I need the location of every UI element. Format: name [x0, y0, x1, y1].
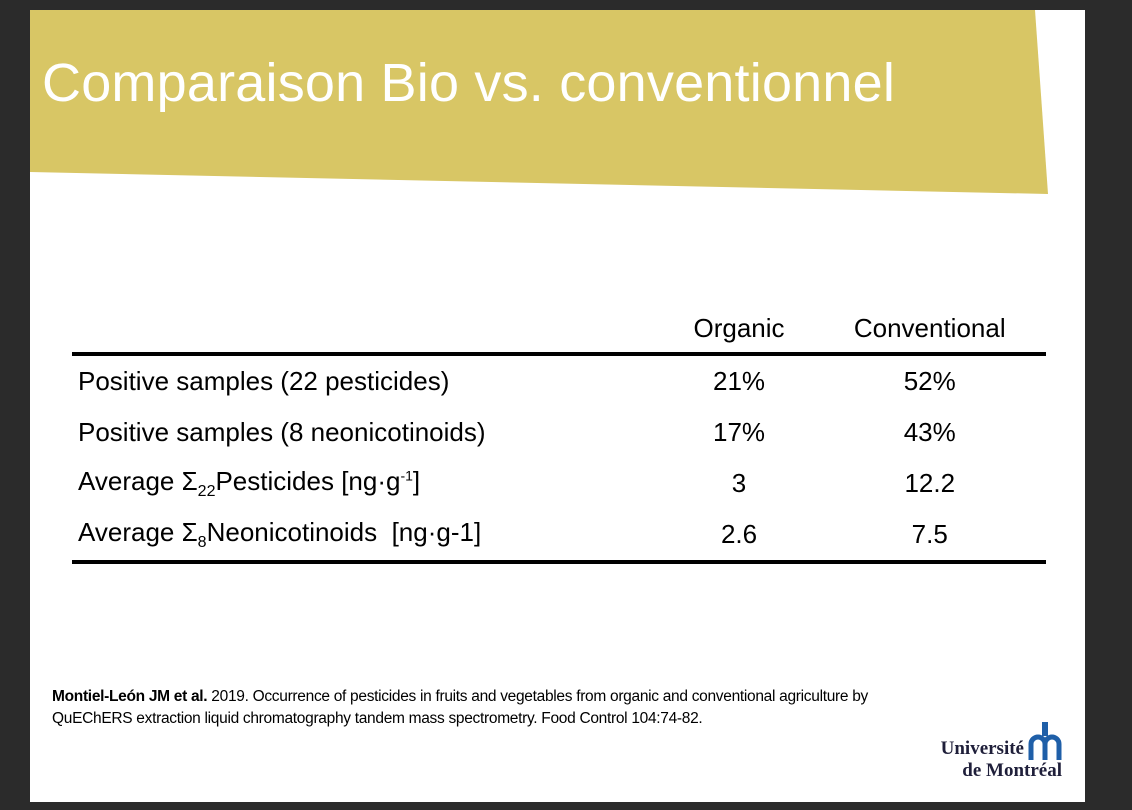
title-banner	[30, 10, 1048, 194]
conventional-value: 43%	[903, 417, 956, 447]
conventional-value: 7.5	[911, 519, 948, 549]
row-label-subscript: 22	[197, 483, 216, 501]
citation-text: 2019. Occurrence of pesticides in fruits…	[52, 688, 868, 727]
comparison-table: Organic Conventional Positive samples (2…	[72, 304, 1046, 564]
table-row: Positive samples (22 pesticides) 21% 52%	[72, 354, 1046, 407]
row-label: Average Σ8Neonicotinoids [ng·g-1]	[78, 516, 482, 552]
header-empty	[72, 304, 665, 354]
organic-value: 2.6	[720, 519, 758, 549]
conventional-value: 12.2	[904, 468, 956, 498]
logo-text-line1: Université	[940, 738, 1024, 759]
organic-value: 3	[731, 468, 747, 498]
university-logo: Université de Montréal	[898, 720, 1068, 790]
title-banner-shape	[30, 10, 1048, 194]
slide-title: Comparaison Bio vs. conventionnel	[42, 53, 896, 113]
conventional-value: 52%	[903, 366, 956, 396]
table-row: Average Σ22Pesticides [ng·g-1] 3 12.2	[72, 458, 1046, 509]
citation: Montiel-León JM et al. 2019. Occurrence …	[52, 686, 912, 730]
table-row: Average Σ8Neonicotinoids [ng·g-1] 2.6 7.…	[72, 509, 1046, 562]
table-header-row: Organic Conventional	[72, 304, 1046, 354]
udem-logo-icon	[1028, 722, 1062, 760]
organic-value: 17%	[713, 417, 766, 447]
citation-authors: Montiel-León JM et al.	[52, 688, 208, 705]
row-label: Positive samples (22 pesticides)	[78, 366, 450, 396]
logo-text-line2: de Montréal	[962, 760, 1062, 781]
row-label: Average Σ22Pesticides [ng·g-1]	[78, 465, 421, 501]
header-organic: Organic	[693, 313, 785, 343]
row-label-superscript: -1	[400, 467, 413, 484]
row-label: Positive samples (8 neonicotinoids)	[78, 417, 486, 447]
organic-value: 21%	[713, 366, 766, 396]
slide: Comparaison Bio vs. conventionnel Organi…	[30, 10, 1085, 802]
row-label-subscript: 8	[197, 534, 207, 552]
header-conventional: Conventional	[853, 313, 1006, 343]
table-row: Positive samples (8 neonicotinoids) 17% …	[72, 407, 1046, 458]
